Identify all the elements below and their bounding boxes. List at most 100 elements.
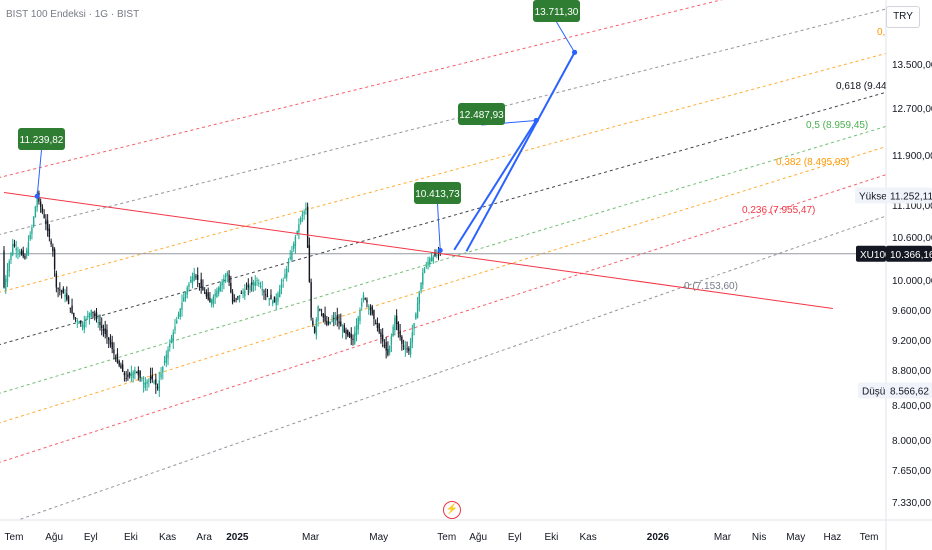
last-price-tag-box <box>886 245 932 262</box>
x-tick-label: Kas <box>159 532 176 543</box>
candle-body <box>48 228 51 237</box>
candle-body <box>397 322 400 331</box>
candle-body <box>202 286 204 291</box>
event-bolt-icon[interactable]: ⚡ <box>443 501 461 519</box>
candle-body <box>251 282 253 285</box>
candle-body <box>378 324 380 333</box>
candle-body <box>385 342 387 351</box>
callout-anchor <box>572 49 578 55</box>
candle-body <box>282 280 284 281</box>
candle-body <box>200 279 202 288</box>
candle-body <box>237 296 239 298</box>
candle-body <box>259 286 262 287</box>
candle-body <box>315 319 318 336</box>
candle-body <box>306 206 309 248</box>
candle-body <box>331 320 333 322</box>
y-tick-label: 8.800,00 <box>892 366 931 377</box>
callout-pointer <box>556 21 576 53</box>
callout-label: 12.487,93 <box>459 110 504 121</box>
candle-body <box>78 322 80 324</box>
x-tick-label: 2025 <box>226 532 249 543</box>
high-value: 11.252,11 <box>890 191 932 202</box>
candle-body <box>434 252 436 256</box>
x-tick-label: Eki <box>545 532 559 543</box>
candle-body <box>99 322 101 325</box>
candle-body <box>354 332 356 344</box>
candle-body <box>362 295 365 301</box>
candle-body <box>118 360 120 366</box>
candle-body <box>427 262 429 266</box>
candle-body <box>266 295 269 297</box>
candle-body <box>160 373 162 378</box>
candle-body <box>291 251 293 260</box>
candle-body <box>203 292 206 294</box>
candle-body <box>132 371 134 378</box>
x-tick-label: May <box>786 532 805 543</box>
candle-body <box>5 278 7 290</box>
candle-body <box>76 320 78 322</box>
candle-body <box>114 357 117 359</box>
candle-body <box>167 349 169 359</box>
y-tick-label: 7.650,00 <box>892 466 931 477</box>
high-label-box <box>855 187 886 204</box>
candle-body <box>401 336 403 344</box>
candle-body <box>8 261 10 271</box>
candle-body <box>310 282 312 318</box>
candle-body <box>111 342 113 349</box>
candle-body <box>19 252 21 254</box>
candle-body <box>59 289 61 291</box>
candle-body <box>219 284 222 291</box>
candle-body <box>265 294 267 296</box>
fib-level-0.786 <box>0 52 886 293</box>
candle-body <box>381 334 384 342</box>
currency-selector[interactable]: TRY <box>886 6 920 28</box>
candle-body <box>270 294 272 300</box>
callout-label: 10.413,73 <box>415 189 460 200</box>
x-tick-label: Haz <box>824 532 842 543</box>
candle-body <box>240 292 243 294</box>
candle-body <box>179 308 181 317</box>
callout-box <box>18 128 65 150</box>
y-tick-label: 11.900,00 <box>892 151 932 162</box>
candle-body <box>299 217 302 223</box>
candle-body <box>125 378 127 380</box>
candle-body <box>39 201 42 207</box>
candle-body <box>15 248 17 251</box>
x-tick-label: Eki <box>124 532 138 543</box>
y-tick-label: 7.330,00 <box>892 498 931 509</box>
candle-body <box>181 302 183 310</box>
candle-body <box>83 322 85 330</box>
candle-body <box>404 347 407 350</box>
candle-body <box>184 292 187 298</box>
candle-body <box>12 244 14 256</box>
candle-body <box>127 374 129 377</box>
candle-body <box>73 313 75 318</box>
callout-label: 11.239,82 <box>20 135 64 146</box>
candle-body <box>196 274 199 280</box>
candle-body <box>338 321 340 324</box>
candle-body <box>336 315 338 321</box>
candle-body <box>366 299 368 303</box>
candle-body <box>216 290 218 298</box>
candle-body <box>217 287 220 294</box>
candle-body <box>90 310 92 317</box>
candle-body <box>177 314 180 318</box>
candle-body <box>205 292 208 297</box>
candle-body <box>254 281 256 286</box>
candle-body <box>71 305 73 313</box>
candle-body <box>359 310 361 321</box>
y-tick-label: 8.000,00 <box>892 436 931 447</box>
candle-body <box>249 286 251 290</box>
candle-body <box>268 298 270 300</box>
candle-body <box>432 256 434 262</box>
candle-body <box>374 322 377 324</box>
candle-body <box>121 364 124 372</box>
candle-body <box>66 293 68 300</box>
candle-body <box>134 370 136 375</box>
candle-body <box>165 355 167 363</box>
candle-body <box>368 306 370 308</box>
candle-body <box>371 306 373 315</box>
candle-body <box>188 283 190 287</box>
candle-body <box>95 312 98 319</box>
